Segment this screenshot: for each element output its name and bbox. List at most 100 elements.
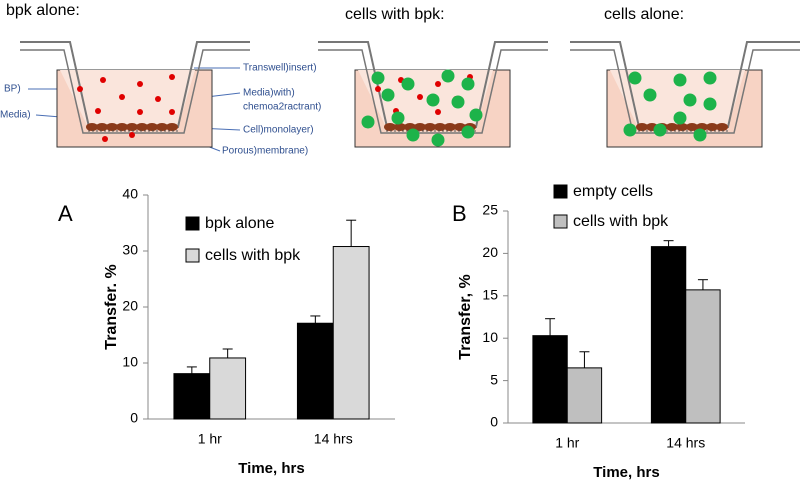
cell — [166, 123, 178, 131]
particle — [95, 108, 101, 114]
particle — [375, 86, 381, 92]
cell — [394, 123, 406, 131]
x-tick-label: 14 hrs — [314, 431, 353, 447]
bar — [332, 246, 370, 420]
particle — [435, 109, 441, 115]
cell-floating — [653, 123, 667, 137]
error-bar — [222, 348, 233, 358]
particle — [155, 96, 161, 102]
cell — [414, 123, 426, 131]
cell — [156, 123, 168, 131]
legend-swatch — [185, 216, 200, 231]
cell-floating — [381, 88, 395, 102]
bar — [209, 357, 247, 420]
cell — [86, 123, 98, 131]
cell — [676, 123, 688, 131]
cell-floating — [693, 128, 707, 142]
x-tick-label: 1 hr — [198, 431, 222, 447]
cell-floating — [461, 77, 475, 91]
cell-floating — [431, 133, 445, 147]
y-tick-label: 15 — [482, 287, 498, 303]
diagram-label: chemoa2ractrant) — [243, 102, 321, 113]
cell — [116, 123, 128, 131]
legend-swatch — [553, 184, 568, 199]
legend-swatch — [185, 248, 200, 263]
bar — [532, 335, 568, 424]
cell — [424, 123, 436, 131]
insert-media — [60, 70, 195, 127]
transwell — [570, 41, 800, 148]
particle — [435, 81, 441, 87]
y-tick-label: 20 — [122, 298, 138, 314]
y-tick-label: 25 — [482, 202, 498, 218]
diagram-title: cells with bpk: — [345, 6, 445, 23]
cell-floating — [703, 71, 717, 85]
panel-label: B — [452, 201, 467, 226]
y-tick-label: 5 — [490, 371, 498, 387]
particle — [169, 74, 175, 80]
cell — [146, 123, 158, 131]
particle — [137, 81, 143, 87]
particle — [77, 86, 83, 92]
cell-floating — [623, 123, 637, 137]
error-bar — [545, 318, 556, 336]
cell-floating — [406, 128, 420, 142]
particle — [129, 132, 135, 138]
panel-label: A — [58, 201, 73, 226]
cell-floating — [401, 77, 415, 91]
cell-floating — [361, 115, 375, 129]
particle — [119, 94, 125, 100]
cell-floating — [391, 111, 405, 125]
y-tick-label: 0 — [490, 414, 498, 430]
bar — [685, 289, 721, 424]
y-tick-label: 10 — [122, 354, 138, 370]
cell-floating — [451, 95, 465, 109]
diagram-label: Porous)membrane) — [222, 146, 308, 157]
error-bar — [697, 279, 708, 290]
cell-floating — [469, 108, 483, 122]
cell-floating — [673, 73, 687, 87]
diagram-label: Cell)monolayer) — [243, 125, 314, 136]
diagram-label: Transwell)insert) — [243, 63, 317, 74]
error-bar — [579, 351, 590, 368]
diagram-label: BP) — [4, 84, 21, 95]
diagram-label: Media) — [0, 110, 31, 121]
legend-label: cells with bpk — [205, 247, 301, 264]
cell — [434, 123, 446, 131]
x-tick-label: 1 hr — [555, 435, 579, 451]
bar — [173, 373, 211, 420]
error-bar — [346, 219, 357, 247]
cell — [686, 123, 698, 131]
cell — [384, 123, 396, 131]
diagram-title: cells alone: — [604, 6, 684, 23]
y-axis-title: Transfer, % — [457, 274, 474, 359]
legend-label: bpk alone — [205, 215, 274, 232]
bar — [566, 367, 603, 424]
legend-label: cells with bpk — [573, 213, 669, 230]
error-bar — [663, 240, 674, 247]
cell-floating — [703, 97, 717, 111]
y-tick-label: 40 — [122, 186, 138, 202]
cell — [136, 123, 148, 131]
particle — [137, 109, 143, 115]
x-tick-label: 14 hrs — [666, 435, 705, 451]
particle — [169, 109, 175, 115]
particle — [100, 77, 106, 83]
error-bar — [310, 315, 321, 324]
cell — [106, 123, 118, 131]
cell-floating — [628, 71, 642, 85]
y-tick-label: 10 — [482, 329, 498, 345]
cell — [716, 123, 728, 131]
particle — [102, 136, 108, 142]
diagram-title: bpk alone: — [6, 2, 80, 19]
insert-media — [358, 70, 493, 127]
y-axis-title: Transfer. % — [103, 264, 120, 349]
bar — [296, 322, 334, 420]
cell — [444, 123, 456, 131]
transwell — [20, 41, 250, 148]
error-bar — [186, 366, 197, 374]
cell — [126, 123, 138, 131]
cell — [96, 123, 108, 131]
cell — [636, 123, 648, 131]
